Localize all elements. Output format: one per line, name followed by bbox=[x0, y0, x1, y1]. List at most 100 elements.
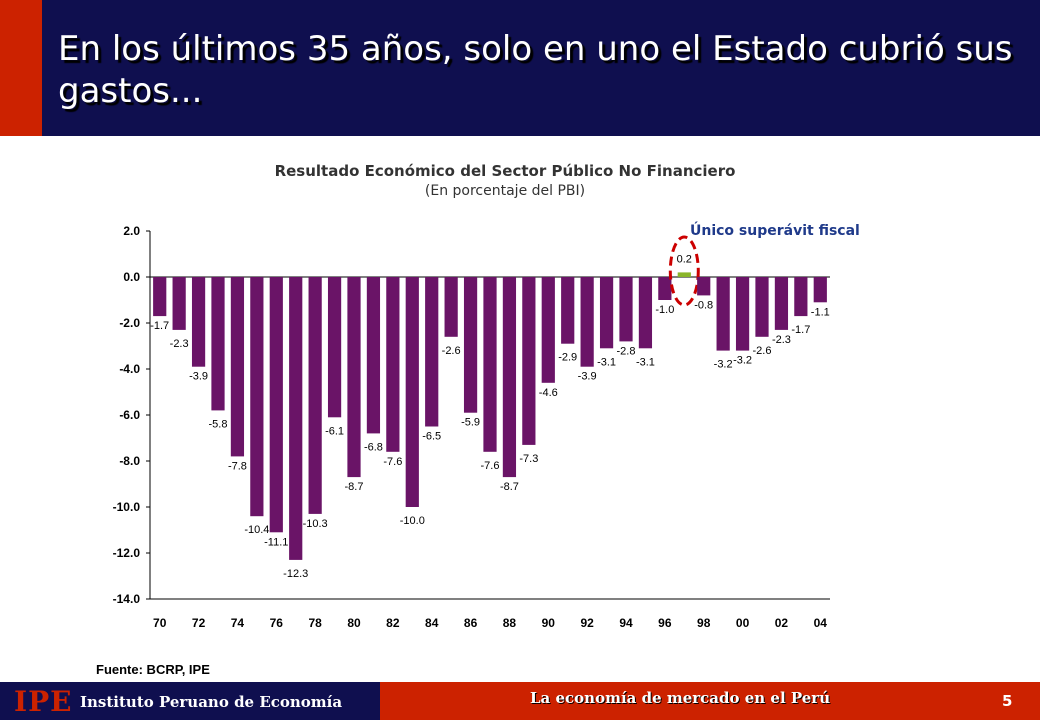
bar-1994 bbox=[619, 277, 633, 342]
data-label: -10.4 bbox=[244, 524, 269, 536]
x-tick-label: 82 bbox=[386, 616, 400, 630]
footer-org-name: Instituto Peruano de Economía bbox=[80, 693, 343, 711]
bar-2002 bbox=[774, 277, 789, 330]
bar-1976 bbox=[269, 277, 283, 533]
bar-1971 bbox=[172, 277, 186, 330]
bar-1985 bbox=[444, 277, 458, 337]
data-label: -8.7 bbox=[345, 481, 364, 493]
bar-1983 bbox=[405, 277, 419, 507]
bar-1978 bbox=[308, 277, 322, 514]
x-tick-label: 92 bbox=[580, 616, 594, 630]
page-title: En los últimos 35 años, solo en uno el E… bbox=[58, 29, 1013, 111]
page-number: 5 bbox=[1002, 692, 1013, 710]
bar-1988 bbox=[502, 277, 517, 478]
data-label: -0.8 bbox=[694, 299, 713, 311]
surplus-highlight-ellipse bbox=[668, 235, 700, 307]
y-tick-label: -12.0 bbox=[113, 546, 141, 560]
chart-title: Resultado Económico del Sector Público N… bbox=[274, 162, 736, 180]
x-tick-label: 78 bbox=[308, 616, 322, 630]
y-tick-label: -2.0 bbox=[119, 316, 140, 330]
y-tick-label: -10.0 bbox=[113, 500, 141, 514]
bar-1972 bbox=[191, 277, 206, 367]
bar-1987 bbox=[483, 277, 497, 452]
data-label: -2.6 bbox=[442, 345, 461, 357]
x-tick-label: 94 bbox=[619, 616, 633, 630]
data-label: -10.3 bbox=[303, 518, 328, 530]
data-label: -10.0 bbox=[400, 515, 425, 527]
data-label: -6.5 bbox=[422, 431, 441, 443]
bar-2003 bbox=[794, 277, 808, 317]
x-tick-label: 74 bbox=[231, 616, 245, 630]
bar-1977 bbox=[289, 277, 303, 560]
data-label: -7.6 bbox=[481, 460, 500, 472]
footer-brand: IPE Instituto Peruano de Economía bbox=[0, 682, 380, 720]
bar-1989 bbox=[522, 277, 536, 445]
data-label: -5.8 bbox=[209, 418, 228, 430]
surplus-annotation: Único superávit fiscal bbox=[690, 223, 860, 239]
x-tick-label: 80 bbox=[347, 616, 361, 630]
data-label: -6.1 bbox=[325, 425, 344, 437]
bar-1999 bbox=[716, 277, 730, 351]
data-label: -4.6 bbox=[539, 387, 558, 399]
data-label: -3.9 bbox=[189, 371, 208, 383]
bar-1984 bbox=[425, 277, 439, 427]
data-label: -1.7 bbox=[791, 324, 810, 336]
bar-1986 bbox=[463, 277, 478, 413]
x-tick-label: 70 bbox=[153, 616, 167, 630]
y-tick-label: 0.0 bbox=[123, 270, 140, 284]
data-label: -3.9 bbox=[578, 371, 597, 383]
data-label: -3.1 bbox=[597, 356, 616, 368]
bar-2004 bbox=[813, 277, 827, 303]
y-tick-label: -14.0 bbox=[113, 592, 141, 606]
data-label: -2.6 bbox=[753, 345, 772, 357]
y-tick-label: 2.0 bbox=[123, 224, 140, 238]
bar-1980 bbox=[347, 277, 361, 478]
data-label: -3.2 bbox=[733, 355, 752, 367]
x-tick-label: 00 bbox=[736, 616, 750, 630]
ipe-logo: IPE bbox=[14, 685, 73, 718]
x-tick-label: 86 bbox=[464, 616, 478, 630]
bar-1998 bbox=[697, 277, 711, 296]
bar-1981 bbox=[366, 277, 381, 434]
x-tick-label: 84 bbox=[425, 616, 439, 630]
bar-1974 bbox=[230, 277, 245, 457]
bar-1982 bbox=[386, 277, 400, 452]
x-tick-label: 88 bbox=[503, 616, 517, 630]
y-tick-label: -4.0 bbox=[119, 362, 140, 376]
bar-2000 bbox=[735, 277, 750, 351]
data-label: -2.8 bbox=[617, 345, 636, 357]
bar-1997 bbox=[677, 272, 691, 277]
bar-1995 bbox=[638, 277, 653, 349]
x-tick-label: 90 bbox=[542, 616, 556, 630]
bar-1970 bbox=[153, 277, 167, 317]
bar-1990 bbox=[541, 277, 555, 383]
bar-1975 bbox=[250, 277, 264, 517]
data-label: -2.3 bbox=[772, 334, 791, 346]
bar-1979 bbox=[327, 277, 342, 418]
y-tick-label: -8.0 bbox=[119, 454, 140, 468]
data-label: -5.9 bbox=[461, 417, 480, 429]
bar-1996 bbox=[658, 277, 672, 300]
data-label: -3.2 bbox=[714, 359, 733, 371]
bar-2001 bbox=[755, 277, 769, 337]
bar-1991 bbox=[561, 277, 575, 344]
bar-1973 bbox=[211, 277, 225, 411]
header-bar: En los últimos 35 años, solo en uno el E… bbox=[0, 0, 1040, 136]
bar-1992 bbox=[580, 277, 594, 367]
header-accent bbox=[0, 0, 42, 136]
data-label: -7.8 bbox=[228, 460, 247, 472]
footer-bar: La economía de mercado en el Perú 5 bbox=[380, 682, 1040, 720]
x-tick-label: 04 bbox=[814, 616, 828, 630]
y-tick-label: -6.0 bbox=[119, 408, 140, 422]
data-label: -1.7 bbox=[150, 320, 169, 332]
data-label: -2.3 bbox=[170, 338, 189, 350]
data-label: -8.7 bbox=[500, 481, 519, 493]
bar-1993 bbox=[599, 277, 614, 349]
data-label: -3.1 bbox=[636, 356, 655, 368]
data-label: 0.2 bbox=[677, 253, 692, 265]
x-tick-label: 96 bbox=[658, 616, 672, 630]
data-label: -6.8 bbox=[364, 441, 383, 453]
x-tick-label: 72 bbox=[192, 616, 206, 630]
data-label: -1.1 bbox=[811, 306, 830, 318]
